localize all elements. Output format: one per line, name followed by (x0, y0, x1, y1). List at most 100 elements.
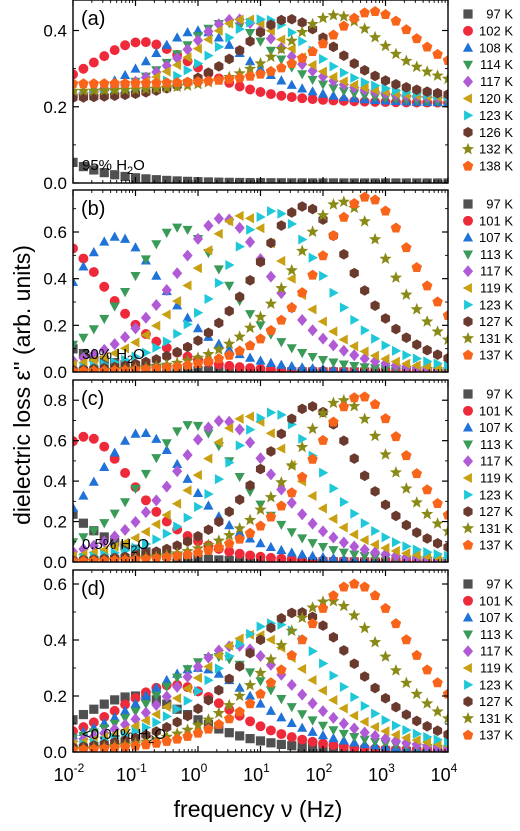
data-point (327, 8, 340, 21)
data-point (441, 72, 448, 85)
data-point (142, 347, 152, 358)
data-point (390, 734, 401, 747)
data-point (392, 537, 402, 548)
legend-label: 117 K (480, 454, 513, 469)
data-point (317, 250, 329, 261)
data-point (203, 500, 214, 510)
data-point (213, 415, 224, 428)
data-point (223, 216, 234, 227)
data-point (172, 52, 183, 65)
data-point (275, 475, 288, 488)
legend-label: 126 K (479, 125, 513, 140)
data-point (276, 520, 287, 531)
data-point (234, 472, 245, 483)
legend-label: 127 K (479, 694, 513, 709)
data-point (182, 670, 193, 683)
data-point (441, 712, 448, 724)
data-point (151, 691, 162, 701)
data-point (245, 310, 256, 320)
data-point (118, 83, 132, 96)
data-point (245, 29, 256, 39)
data-point (431, 325, 444, 337)
data-point (162, 711, 173, 722)
data-point (89, 704, 99, 714)
data-point (183, 65, 193, 76)
data-point (255, 538, 266, 548)
data-point (308, 646, 318, 657)
data-point (338, 334, 348, 345)
data-point (130, 37, 141, 48)
data-point (275, 281, 288, 294)
data-point (246, 424, 256, 435)
data-point (423, 731, 433, 743)
data-point (78, 555, 89, 562)
data-point (338, 536, 349, 549)
data-point (255, 677, 266, 687)
data-point (192, 43, 202, 54)
data-point (88, 717, 99, 728)
y-tick-label: 0.2 (43, 98, 67, 117)
data-point (194, 501, 204, 513)
data-point (235, 661, 245, 672)
y-tick-label: 0.0 (43, 174, 67, 193)
data-point (441, 333, 448, 345)
data-point (234, 14, 244, 25)
data-point (88, 57, 99, 68)
data-point (329, 483, 339, 494)
data-point (411, 738, 422, 751)
data-point (141, 174, 151, 183)
legend-marker (462, 422, 474, 432)
data-point (213, 698, 224, 709)
data-point (265, 725, 276, 736)
legend-marker (464, 489, 474, 500)
data-point (213, 542, 225, 553)
data-point (265, 686, 276, 696)
data-point (380, 413, 391, 424)
data-point (358, 22, 371, 34)
y-tick-label: 0.4 (43, 270, 67, 289)
data-point (276, 500, 287, 511)
data-point (368, 635, 382, 648)
data-point (99, 555, 110, 562)
data-point (202, 538, 215, 551)
data-point (78, 533, 89, 543)
data-point (359, 716, 369, 727)
data-point (264, 490, 278, 503)
data-point (359, 543, 370, 556)
data-point (443, 352, 448, 364)
data-point (359, 726, 370, 739)
data-point (161, 701, 171, 712)
data-point (255, 634, 266, 646)
data-point (339, 302, 350, 313)
data-point (328, 513, 338, 524)
data-point (380, 75, 391, 86)
data-point (88, 348, 99, 361)
data-point (78, 261, 89, 271)
data-point (120, 692, 130, 702)
data-point (421, 65, 434, 77)
data-point (308, 252, 318, 263)
data-point (411, 468, 422, 479)
data-point (275, 42, 288, 55)
data-point (192, 358, 204, 369)
data-point (421, 280, 433, 291)
data-point (276, 729, 287, 740)
data-point (140, 255, 151, 265)
data-point (88, 526, 99, 537)
data-point (244, 340, 256, 351)
data-point (130, 428, 141, 438)
legend-label: 97 K (486, 7, 513, 22)
data-point (213, 32, 224, 42)
data-point (243, 321, 257, 334)
data-point (369, 721, 379, 732)
data-point (276, 428, 286, 440)
data-point (182, 52, 192, 63)
data-point (183, 319, 193, 330)
data-point (173, 704, 183, 715)
data-point (182, 176, 193, 183)
legend-marker (463, 506, 473, 517)
data-point (244, 411, 254, 422)
data-point (245, 647, 255, 659)
data-point (380, 726, 390, 737)
